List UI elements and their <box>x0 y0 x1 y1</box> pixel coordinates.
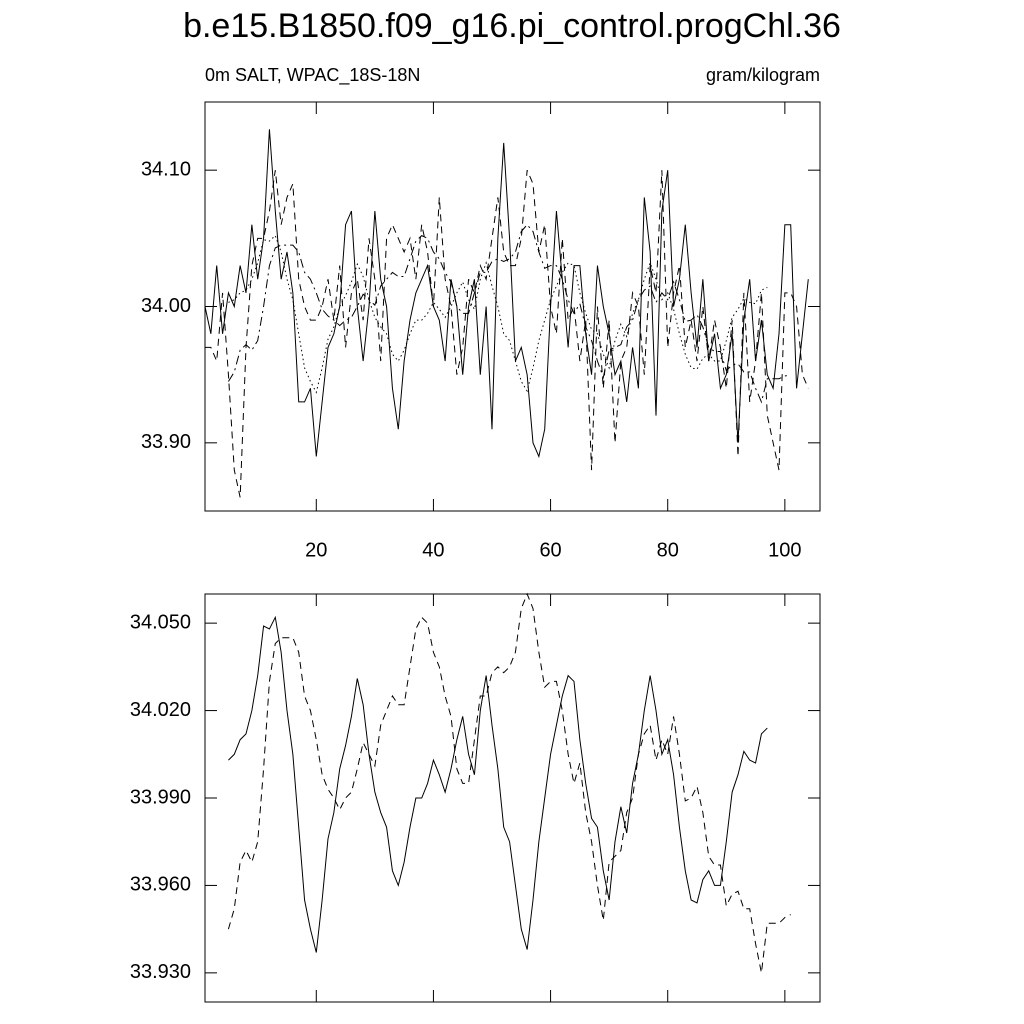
y-tick-label: 34.10 <box>141 158 191 180</box>
x-tick-label: 60 <box>539 539 561 561</box>
subtitle: 0m SALT, WPAC_18S-18N <box>205 65 420 86</box>
x-tick-label: 40 <box>422 539 444 561</box>
plot-frame <box>204 593 821 1003</box>
data-line <box>204 129 809 459</box>
x-tick-label: 80 <box>657 539 679 561</box>
y-tick-label: 33.930 <box>130 961 191 983</box>
y-tick-label: 33.90 <box>141 431 191 453</box>
y-tick-label: 33.960 <box>130 874 191 896</box>
y-tick-label: 34.00 <box>141 295 191 317</box>
data-line <box>228 223 791 404</box>
y-tick-label: 34.020 <box>130 699 191 721</box>
y-tick-label: 34.050 <box>130 611 191 633</box>
x-tick-label: 100 <box>768 539 801 561</box>
chart-title: b.e15.B1850.f09_g16.pi_control.progChl.3… <box>183 7 841 45</box>
data-line <box>228 615 768 953</box>
data-line <box>228 234 768 394</box>
x-tick-label: 20 <box>305 539 327 561</box>
data-line <box>227 592 791 973</box>
y-tick-label: 33.990 <box>130 786 191 808</box>
units-label: gram/kilogram <box>706 65 820 85</box>
data-line <box>205 169 809 498</box>
